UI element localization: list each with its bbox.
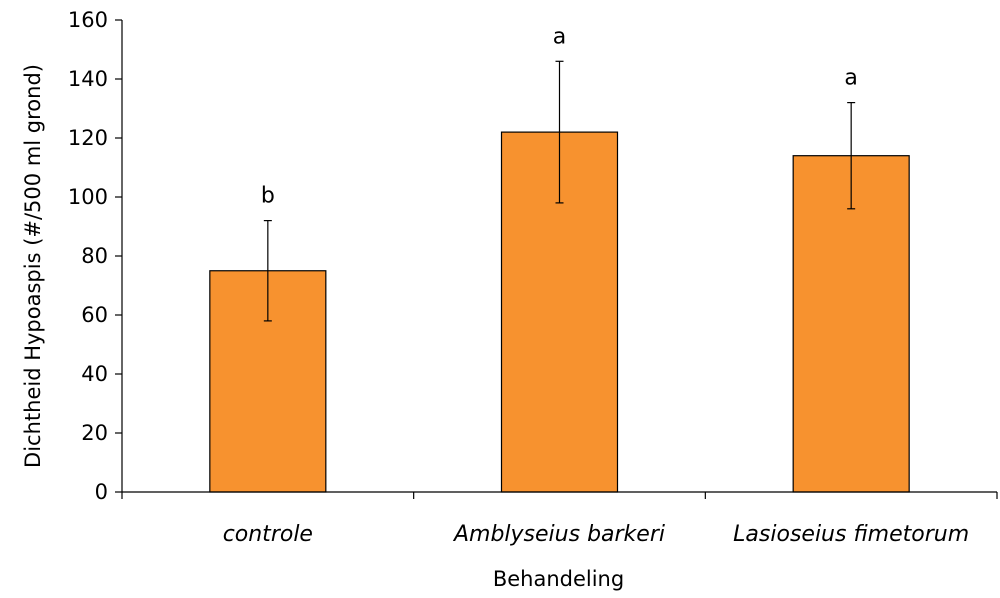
y-tick-label: 100 (68, 185, 108, 209)
error-bars-group (263, 60, 856, 322)
x-ticks-group (121, 492, 998, 499)
significance-label: b (261, 184, 275, 209)
significance-label: a (553, 24, 566, 49)
y-tick-label: 0 (95, 480, 108, 504)
significance-label: a (844, 66, 857, 91)
y-ticks-group: 0 20 40 60 80 100 120 140 160 (68, 8, 122, 504)
x-tick-label: Lasioseius fimetorum (733, 522, 969, 547)
x-axis-title: Behandeling (493, 567, 624, 591)
y-tick-label: 60 (81, 303, 108, 327)
y-tick-label: 40 (81, 362, 108, 386)
significance-labels-group: b a a (261, 24, 858, 208)
x-tick-label: Amblyseius barkeri (452, 522, 665, 547)
y-axis-title: Dichtheid Hypoaspis (#/500 ml grond) (21, 64, 45, 468)
y-tick-label: 20 (81, 421, 108, 445)
y-tick-label: 80 (81, 244, 108, 268)
x-tick-labels-group: controle Amblyseius barkeri Lasioseius fim… (223, 522, 969, 547)
y-tick-label: 120 (68, 126, 108, 150)
y-tick-label: 160 (68, 8, 108, 32)
x-tick-label: controle (223, 522, 313, 547)
y-tick-label: 140 (68, 67, 108, 91)
